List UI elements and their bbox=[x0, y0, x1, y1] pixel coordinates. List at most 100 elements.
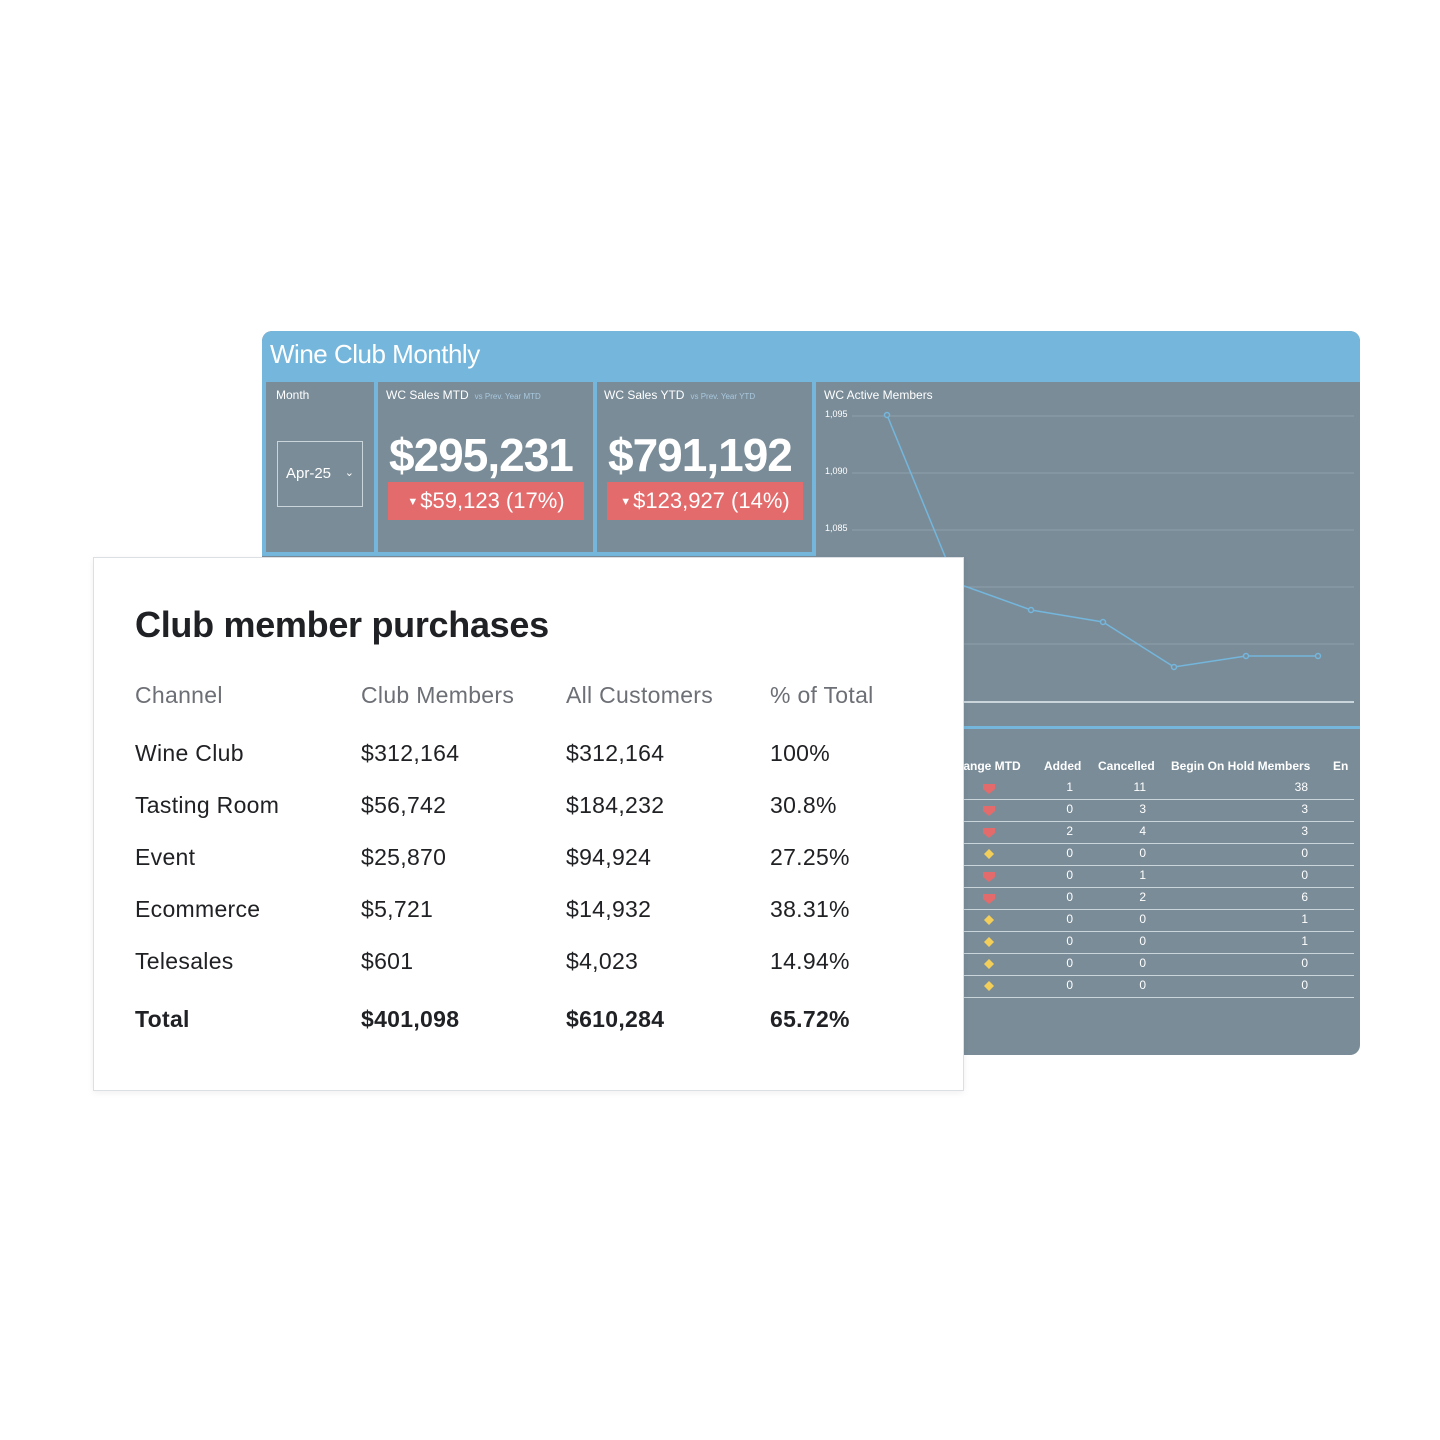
row-cell-channel: Ecommerce bbox=[135, 896, 261, 922]
column-header: En bbox=[1333, 759, 1349, 773]
data-point bbox=[883, 411, 891, 419]
table-row: 1 11 38 bbox=[956, 777, 1354, 800]
chevron-down-icon: ⌄ bbox=[344, 467, 354, 479]
kpi-sales-ytd: WC Sales YTD vs Prev. Year YTD $791,192 ▼… bbox=[604, 382, 809, 552]
data-point bbox=[1242, 652, 1250, 660]
data-point bbox=[1099, 618, 1107, 626]
table-row: 0 1 0 bbox=[956, 865, 1354, 888]
cell-added: 0 bbox=[1066, 934, 1073, 948]
column-header: Added bbox=[1044, 759, 1082, 773]
data-point bbox=[1170, 663, 1178, 671]
cell-on-hold: 38 bbox=[1294, 780, 1308, 794]
kpi-mtd-title: WC Sales MTD bbox=[386, 388, 469, 402]
total-percent: 65.72% bbox=[770, 1006, 850, 1032]
row-cell-club-members: $5,721 bbox=[361, 896, 434, 922]
dashboard-body: Month Apr-25 ⌄ WC Sales MTD vs Prev. Year… bbox=[262, 382, 1360, 1055]
column-header-channel: Channel bbox=[135, 682, 223, 708]
row-cell-percent-total: 30.8% bbox=[770, 792, 837, 818]
cell-cancelled: 4 bbox=[1139, 824, 1146, 838]
triangle-down-icon: ▼ bbox=[620, 496, 632, 509]
column-header-all-customers: All Customers bbox=[566, 682, 714, 708]
cell-added: 0 bbox=[1066, 978, 1073, 992]
cell-cancelled: 1 bbox=[1139, 868, 1146, 882]
divider bbox=[593, 382, 597, 555]
kpi-mtd-label: WC Sales MTD vs Prev. Year MTD bbox=[386, 388, 541, 402]
row-cell-channel: Tasting Room bbox=[135, 792, 280, 818]
row-cell-all-customers: $94,924 bbox=[566, 844, 652, 870]
row-cell-percent-total: 100% bbox=[770, 740, 831, 766]
divider bbox=[262, 382, 266, 555]
divider bbox=[816, 726, 1360, 729]
row-cell-percent-total: 14.94% bbox=[770, 948, 850, 974]
table-row: 0 3 3 bbox=[956, 799, 1354, 822]
cell-on-hold: 3 bbox=[1301, 824, 1308, 838]
cell-added: 0 bbox=[1066, 846, 1073, 860]
table-row: 0 0 0 bbox=[956, 843, 1354, 866]
row-cell-all-customers: $14,932 bbox=[566, 896, 652, 922]
row-cell-percent-total: 27.25% bbox=[770, 844, 850, 870]
dashboard-header: Wine Club Monthly bbox=[262, 331, 1360, 382]
table-row: 0 2 6 bbox=[956, 887, 1354, 910]
cell-added: 2 bbox=[1066, 824, 1073, 838]
column-header: hange MTD bbox=[956, 759, 1021, 773]
row-cell-club-members: $25,870 bbox=[361, 844, 447, 870]
cell-added: 1 bbox=[1066, 780, 1073, 794]
kpi-sales-mtd: WC Sales MTD vs Prev. Year MTD $295,231 ▼… bbox=[386, 382, 591, 552]
chart-title: WC Active Members bbox=[824, 388, 933, 402]
table-row: 2 4 3 bbox=[956, 821, 1354, 844]
column-header: Begin On Hold Members bbox=[1171, 759, 1311, 773]
row-cell-channel: Telesales bbox=[135, 948, 234, 974]
y-tick-label: 1,085 bbox=[825, 523, 848, 533]
cell-on-hold: 1 bbox=[1301, 912, 1308, 926]
cell-cancelled: 2 bbox=[1139, 890, 1146, 904]
trend-flat-icon bbox=[984, 937, 994, 947]
row-cell-club-members: $312,164 bbox=[361, 740, 460, 766]
cell-on-hold: 0 bbox=[1301, 868, 1308, 882]
cell-cancelled: 0 bbox=[1139, 978, 1146, 992]
card-title: Club member purchases bbox=[135, 604, 549, 645]
cell-on-hold: 6 bbox=[1301, 890, 1308, 904]
cell-added: 0 bbox=[1066, 912, 1073, 926]
kpi-ytd-value: $791,192 bbox=[608, 429, 793, 481]
divider bbox=[812, 382, 816, 555]
kpi-ytd-sublabel: vs Prev. Year YTD bbox=[690, 392, 756, 401]
cell-cancelled: 3 bbox=[1139, 802, 1146, 816]
cell-cancelled: 0 bbox=[1139, 912, 1146, 926]
trend-flat-icon bbox=[984, 981, 994, 991]
cell-cancelled: 11 bbox=[1133, 780, 1146, 794]
triangle-down-icon: ▼ bbox=[407, 496, 419, 509]
table-row: 0 0 0 bbox=[956, 953, 1354, 976]
column-header-percent-total: % of Total bbox=[770, 682, 874, 708]
total-label: Total bbox=[135, 1006, 190, 1032]
y-tick-label: 1,090 bbox=[825, 466, 848, 476]
trend-flat-icon bbox=[984, 915, 994, 925]
kpi-ytd-label: WC Sales YTD vs Prev. Year YTD bbox=[604, 388, 755, 402]
club-member-purchases-card: Club member purchases Channel Club Membe… bbox=[93, 557, 964, 1091]
row-cell-percent-total: 38.31% bbox=[770, 896, 850, 922]
divider bbox=[374, 382, 378, 555]
kpi-ytd-delta: $123,927 (14%) bbox=[633, 488, 790, 513]
kpi-mtd-sublabel: vs Prev. Year MTD bbox=[474, 392, 541, 401]
cell-cancelled: 0 bbox=[1139, 846, 1146, 860]
data-point bbox=[1314, 652, 1322, 660]
divider bbox=[262, 552, 816, 556]
trend-flat-icon bbox=[984, 959, 994, 969]
cell-on-hold: 3 bbox=[1301, 802, 1308, 816]
table-row: 0 0 0 bbox=[956, 975, 1354, 998]
cell-added: 0 bbox=[1066, 890, 1073, 904]
row-cell-all-customers: $184,232 bbox=[566, 792, 665, 818]
trend-down-icon bbox=[983, 828, 995, 838]
row-cell-all-customers: $312,164 bbox=[566, 740, 665, 766]
trend-flat-icon bbox=[984, 849, 994, 859]
column-header-club-members: Club Members bbox=[361, 682, 515, 708]
row-cell-channel: Event bbox=[135, 844, 196, 870]
table-row: 0 0 1 bbox=[956, 909, 1354, 932]
month-value: Apr-25 bbox=[286, 465, 332, 482]
trend-down-icon bbox=[983, 784, 995, 794]
kpi-mtd-delta-badge: ▼$59,123 (17%) bbox=[388, 482, 584, 520]
data-point bbox=[1027, 606, 1035, 614]
cell-on-hold: 1 bbox=[1301, 934, 1308, 948]
kpi-mtd-value: $295,231 bbox=[389, 429, 574, 481]
month-dropdown[interactable]: Apr-25 ⌄ bbox=[277, 441, 363, 507]
table-row: 0 0 1 bbox=[956, 931, 1354, 954]
